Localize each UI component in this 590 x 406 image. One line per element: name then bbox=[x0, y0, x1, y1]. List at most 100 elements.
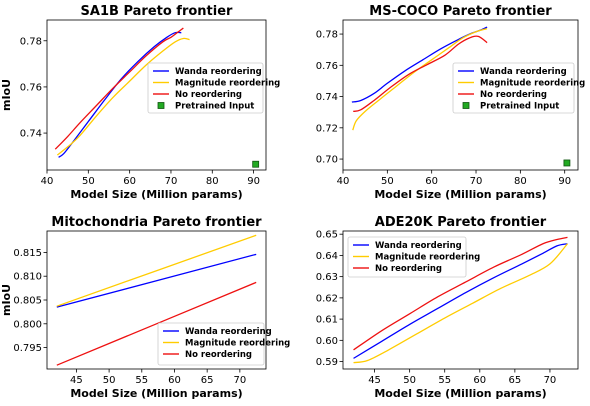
x-tick-label: 60 bbox=[473, 375, 486, 386]
x-tick-label: 45 bbox=[70, 375, 83, 386]
y-tick-label: 0.72 bbox=[316, 123, 338, 134]
legend-label-no-reordering: No reordering bbox=[185, 350, 252, 360]
y-tick-label: 0.810 bbox=[13, 272, 42, 283]
legend-label-no-reordering: No reordering bbox=[175, 90, 242, 100]
x-tick-label: 50 bbox=[82, 176, 95, 187]
y-tick-label: 0.74 bbox=[20, 129, 42, 140]
x-tick-label: 50 bbox=[381, 176, 394, 187]
legend-label-wanda-reordering: Wanda reordering bbox=[375, 241, 462, 251]
legend-label-magnitude-reordering: Magnitude reordering bbox=[375, 253, 480, 263]
y-tick-label: 0.60 bbox=[316, 336, 338, 347]
series-line-no-reordering bbox=[56, 281, 257, 366]
legend-marker-pretrained-input bbox=[462, 102, 470, 109]
x-tick-label: 70 bbox=[470, 176, 483, 187]
x-tick-label: 55 bbox=[438, 375, 451, 386]
y-tick-label: 0.65 bbox=[316, 230, 338, 241]
x-tick-label: 40 bbox=[41, 176, 54, 187]
plot-area bbox=[54, 27, 190, 158]
x-tick-label: 90 bbox=[558, 176, 571, 187]
x-axis-label: Model Size (Million params) bbox=[374, 188, 546, 201]
chart-panel-1: SA1B Pareto frontier 40 50 60 70 80 90 0.74 0.76… bbox=[0, 4, 280, 201]
legend-label-pretrained-input: Pretrained Input bbox=[175, 102, 254, 112]
x-tick-label: 60 bbox=[168, 375, 181, 386]
legend-label-magnitude-reordering: Magnitude reordering bbox=[175, 79, 280, 89]
series-line-magnitude-reordering bbox=[56, 37, 190, 156]
series-line-magnitude-reordering bbox=[353, 243, 568, 364]
series-line-magnitude-reordering bbox=[352, 27, 488, 131]
x-axis-label: Model Size (Million params) bbox=[70, 188, 242, 201]
y-tick-label: 0.74 bbox=[316, 92, 338, 103]
x-tick-label: 50 bbox=[103, 375, 116, 386]
legend-frame bbox=[452, 62, 575, 114]
y-tick-label: 0.61 bbox=[316, 315, 338, 326]
x-tick-label: 80 bbox=[206, 176, 219, 187]
y-axis-label: mIoU bbox=[0, 79, 13, 111]
chart-title: MS-COCO Pareto frontier bbox=[369, 4, 552, 19]
y-tick-label: 0.795 bbox=[13, 343, 42, 354]
legend-label-wanda-reordering: Wanda reordering bbox=[480, 67, 567, 77]
y-tick-label: 0.63 bbox=[316, 272, 338, 283]
legend-frame bbox=[157, 322, 265, 366]
y-tick-label: 0.59 bbox=[316, 357, 338, 368]
x-tick-label: 60 bbox=[425, 176, 438, 187]
y-tick-label: 0.815 bbox=[13, 248, 42, 259]
plot-area bbox=[353, 236, 568, 364]
axes-frame bbox=[342, 230, 579, 370]
x-tick-label: 65 bbox=[508, 375, 521, 386]
plot-area bbox=[351, 26, 488, 131]
x-tick-label: 65 bbox=[201, 375, 214, 386]
y-tick-label: 0.805 bbox=[13, 296, 42, 307]
x-tick-label: 80 bbox=[514, 176, 527, 187]
legend-label-pretrained-input: Pretrained Input bbox=[480, 102, 559, 112]
axes-frame bbox=[46, 19, 267, 171]
y-tick-label: 0.70 bbox=[316, 155, 338, 166]
x-tick-label: 45 bbox=[368, 375, 381, 386]
y-tick-label: 0.62 bbox=[316, 293, 338, 304]
x-tick-label: 90 bbox=[247, 176, 260, 187]
y-tick-label: 0.78 bbox=[316, 30, 338, 41]
chart-title: ADE20K Pareto frontier bbox=[375, 215, 547, 230]
x-tick-label: 70 bbox=[165, 176, 178, 187]
y-axis-label: mIoU bbox=[0, 284, 13, 316]
chart-panel-4: ADE20K Pareto frontier 45 50 55 60 65 70 0.59 0.… bbox=[316, 215, 579, 400]
legend-frame bbox=[347, 236, 467, 278]
axes-frame bbox=[342, 19, 579, 171]
plot-area bbox=[56, 234, 257, 366]
x-axis-label: Model Size (Million params) bbox=[374, 387, 546, 400]
y-tick-label: 0.78 bbox=[20, 36, 42, 47]
y-tick-label: 0.76 bbox=[20, 82, 42, 93]
x-tick-label: 40 bbox=[337, 176, 350, 187]
y-tick-label: 0.64 bbox=[316, 251, 338, 262]
legend-marker-pretrained-input bbox=[157, 102, 165, 109]
series-line-wanda-reordering bbox=[353, 243, 568, 359]
legend-label-wanda-reordering: Wanda reordering bbox=[175, 67, 262, 77]
legend-label-magnitude-reordering: Magnitude reordering bbox=[185, 339, 290, 349]
pretrained-input-marker bbox=[563, 159, 571, 167]
series-line-no-reordering bbox=[353, 35, 488, 113]
x-tick-label: 70 bbox=[544, 375, 557, 386]
legend-label-wanda-reordering: Wanda reordering bbox=[185, 327, 272, 337]
legend-label-no-reordering: No reordering bbox=[375, 264, 442, 274]
x-tick-label: 60 bbox=[123, 176, 136, 187]
x-tick-label: 70 bbox=[233, 375, 246, 386]
legend-frame bbox=[147, 62, 264, 114]
y-tick-label: 0.800 bbox=[13, 319, 42, 330]
series-line-wanda-reordering bbox=[56, 253, 257, 308]
x-axis-label: Model Size (Million params) bbox=[70, 387, 242, 400]
pretrained-input-marker bbox=[252, 160, 260, 168]
series-line-wanda-reordering bbox=[58, 31, 182, 158]
series-line-magnitude-reordering bbox=[56, 234, 257, 307]
x-tick-label: 50 bbox=[403, 375, 416, 386]
x-tick-label: 55 bbox=[135, 375, 148, 386]
chart-panel-2: MS-COCO Pareto frontier 40 50 60 70 80 90 0.70 0… bbox=[316, 4, 586, 201]
legend-label-no-reordering: No reordering bbox=[480, 90, 547, 100]
y-tick-label: 0.76 bbox=[316, 61, 338, 72]
legend-label-magnitude-reordering: Magnitude reordering bbox=[480, 79, 585, 89]
series-line-no-reordering bbox=[54, 27, 184, 150]
chart-title: SA1B Pareto frontier bbox=[81, 4, 233, 19]
